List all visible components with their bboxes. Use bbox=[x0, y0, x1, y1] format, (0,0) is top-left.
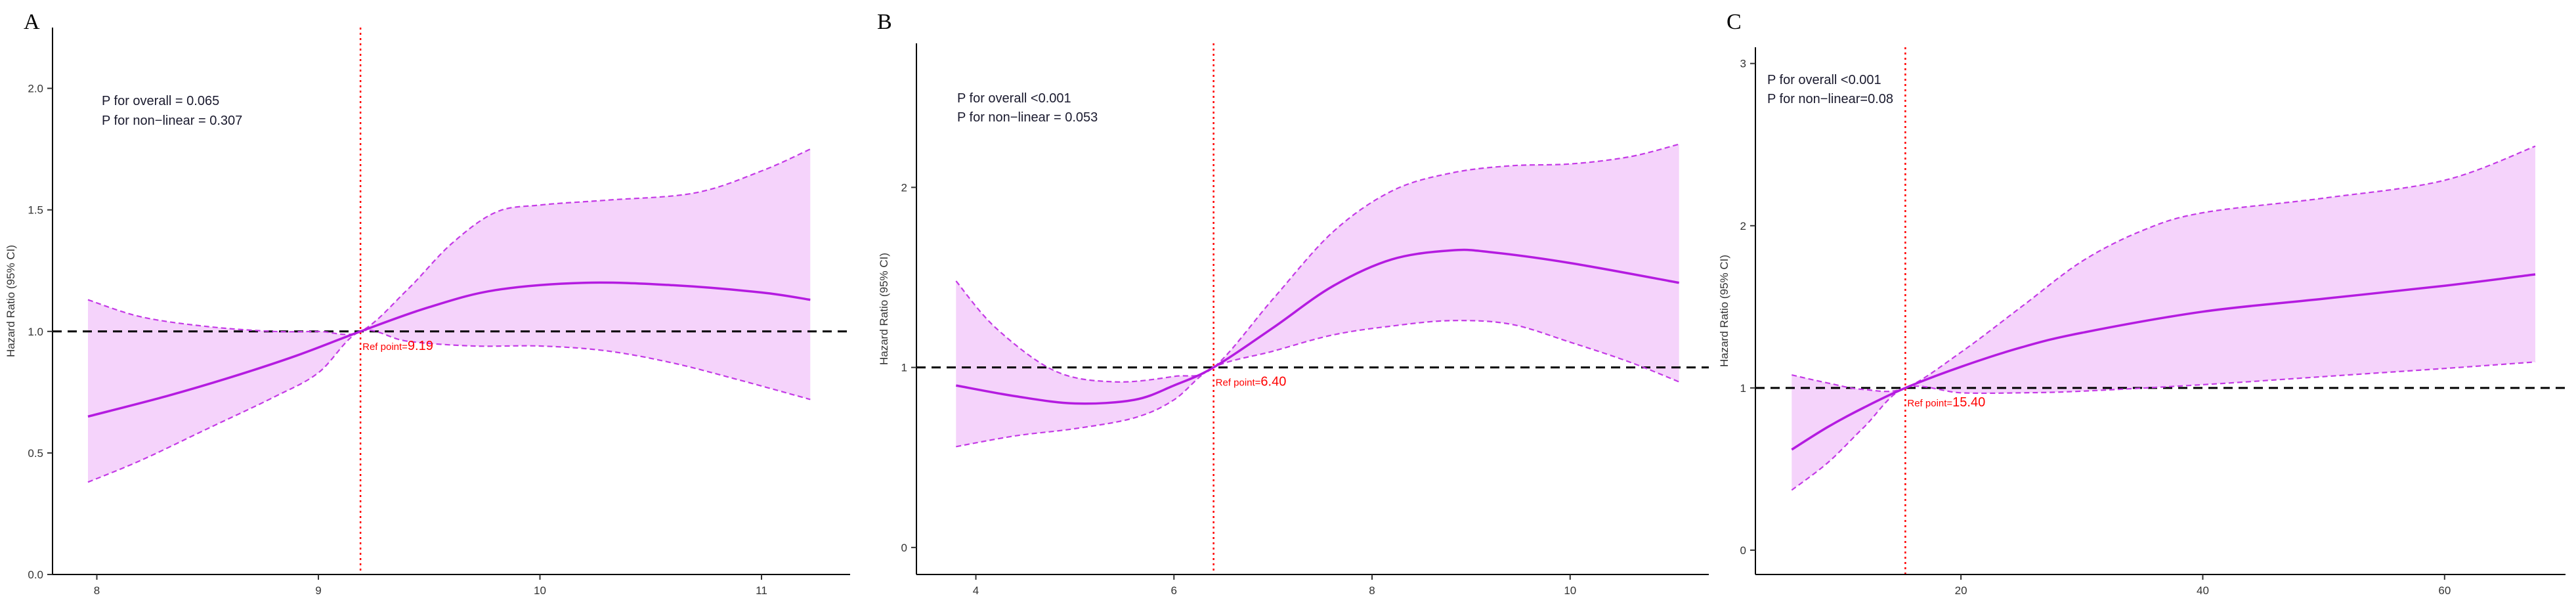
panel-letter-c: C bbox=[1727, 10, 1742, 34]
panel-b: 4 6 8 10 0 1 2 Hazard Ratio (95% CI) B P for over… bbox=[860, 0, 1713, 606]
hazard-ratio-curve-a bbox=[87, 281, 811, 418]
y-tick-label-a: 1.5 bbox=[28, 204, 43, 217]
p-nonlinear-b: P for non−linear = 0.053 bbox=[957, 110, 1098, 125]
x-tick-label-b: 4 bbox=[973, 584, 979, 597]
ref-point-prefix-b: Ref point= bbox=[1216, 378, 1261, 389]
y-tick-label-b: 1 bbox=[901, 362, 907, 374]
y-tick-label-c: 0 bbox=[1740, 544, 1746, 557]
y-axis-title-a: Hazard Ratio (95% CI) bbox=[5, 245, 17, 357]
chart-c-svg: 20 40 60 0 1 2 3 Hazard Ratio (95% CI) C P for ov… bbox=[1718, 10, 2565, 597]
ci-band-a bbox=[88, 149, 811, 483]
ref-point-label-c: Ref point=15.40 bbox=[1907, 395, 1985, 410]
x-tick-label-a: 9 bbox=[315, 584, 321, 597]
panel-letter-b: B bbox=[877, 10, 892, 34]
x-tick-label-a: 10 bbox=[534, 584, 546, 597]
ref-point-value-a: 9.19 bbox=[408, 339, 433, 353]
x-tick-label-c: 60 bbox=[2438, 584, 2451, 597]
panel-c: 20 40 60 0 1 2 3 Hazard Ratio (95% CI) C P for ov… bbox=[1713, 0, 2576, 606]
chart-a-svg: 8 9 10 11 0.0 0.5 1.0 1.5 2.0 Hazard Ratio (95% C… bbox=[5, 10, 850, 597]
x-tick-label-a: 8 bbox=[94, 584, 100, 597]
ref-point-label-b: Ref point=6.40 bbox=[1216, 375, 1287, 389]
y-tick-label-a: 0.5 bbox=[28, 447, 43, 460]
p-overall-a: P for overall = 0.065 bbox=[102, 94, 219, 108]
panel-a: 8 9 10 11 0.0 0.5 1.0 1.5 2.0 Hazard Ratio (95% C… bbox=[0, 0, 860, 606]
p-overall-b: P for overall <0.001 bbox=[957, 91, 1071, 106]
lower-ci-line-b bbox=[956, 320, 1680, 448]
hazard-ratio-curve-b bbox=[955, 248, 1680, 405]
p-overall-c: P for overall <0.001 bbox=[1767, 73, 1881, 87]
x-tick-label-c: 20 bbox=[1955, 584, 1967, 597]
y-tick-label-b: 2 bbox=[901, 181, 907, 194]
y-tick-label-c: 2 bbox=[1740, 220, 1746, 232]
upper-ci-line-b bbox=[955, 143, 1679, 383]
chart-b-svg: 4 6 8 10 0 1 2 Hazard Ratio (95% CI) B P for over… bbox=[877, 10, 1709, 597]
y-tick-label-a: 2.0 bbox=[28, 83, 43, 95]
y-tick-label-a: 0.0 bbox=[28, 569, 43, 581]
y-axis-title-b: Hazard Ratio (95% CI) bbox=[878, 253, 890, 365]
lower-ci-line-a bbox=[87, 329, 811, 483]
panel-letter-a: A bbox=[24, 10, 40, 34]
y-tick-label-c: 3 bbox=[1740, 58, 1746, 70]
upper-ci-line-c bbox=[1792, 145, 2536, 393]
p-nonlinear-c: P for non−linear=0.08 bbox=[1767, 92, 1893, 106]
x-tick-label-b: 8 bbox=[1369, 584, 1375, 597]
y-tick-label-a: 1.0 bbox=[28, 326, 43, 338]
ref-point-prefix-a: Ref point= bbox=[362, 341, 408, 353]
y-axis-title-c: Hazard Ratio (95% CI) bbox=[1718, 255, 1730, 367]
x-tick-label-a: 11 bbox=[756, 584, 767, 597]
lower-ci-line-c bbox=[1791, 361, 2536, 491]
y-tick-label-b: 0 bbox=[901, 542, 907, 554]
y-tick-label-c: 1 bbox=[1740, 382, 1746, 395]
ref-point-value-c: 15.40 bbox=[1952, 395, 1985, 410]
ref-point-prefix-c: Ref point= bbox=[1907, 398, 1952, 409]
ref-point-label-a: Ref point=9.19 bbox=[362, 339, 433, 353]
hazard-ratio-curve-c bbox=[1791, 273, 2536, 451]
x-tick-label-b: 10 bbox=[1564, 584, 1576, 597]
ref-point-value-b: 6.40 bbox=[1260, 375, 1286, 389]
p-nonlinear-a: P for non−linear = 0.307 bbox=[102, 114, 242, 128]
x-tick-label-c: 40 bbox=[2197, 584, 2209, 597]
x-tick-label-b: 6 bbox=[1171, 584, 1177, 597]
